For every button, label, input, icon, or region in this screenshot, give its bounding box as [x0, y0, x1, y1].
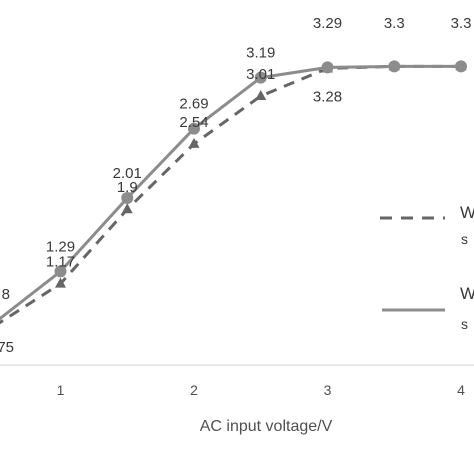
data-label: 1.29 — [46, 238, 75, 255]
data-label: 2.54 — [179, 114, 208, 131]
legend-label-dashed: W — [460, 203, 474, 222]
data-point-solid — [455, 60, 467, 73]
x-tick-label: 2 — [190, 382, 198, 398]
legend-label-solid: W — [460, 284, 474, 303]
legend-sub-solid: s — [461, 316, 468, 332]
data-label: 2.01 — [113, 165, 142, 182]
data-label: 75 — [0, 339, 14, 356]
data-label: 3.28 — [313, 88, 342, 105]
data-point-solid — [321, 61, 334, 74]
data-labels: 8 1.29 2.01 2.69 3.19 3.29 3.3 3.3 75 1.17 1.9 2.54… — [0, 15, 471, 356]
data-point-dashed — [188, 137, 200, 148]
data-label: 1.9 — [117, 179, 138, 196]
data-point-solid — [388, 60, 401, 73]
data-point-dashed — [121, 203, 133, 214]
x-axis-ticks: 1 2 3 4 — [57, 382, 466, 398]
x-tick-label: 1 — [57, 382, 65, 398]
data-label: 3.01 — [246, 66, 275, 83]
data-label: 3.19 — [246, 45, 275, 62]
data-label: 8 — [2, 286, 10, 303]
data-label: 3.3 — [384, 15, 405, 32]
series-line-dashed — [0, 64, 461, 325]
data-point-dashed — [255, 89, 267, 100]
legend: W s W s — [380, 203, 474, 332]
data-label: 3.29 — [313, 15, 342, 32]
data-point-solid — [54, 265, 67, 278]
data-label: 3.3 — [451, 15, 472, 32]
data-point-solid — [188, 122, 200, 135]
data-point-dashed — [55, 277, 66, 288]
data-label: 1.17 — [46, 254, 75, 271]
legend-sub-dashed: s — [461, 231, 468, 247]
x-tick-label: 3 — [324, 382, 332, 398]
x-tick-label: 4 — [457, 382, 465, 398]
x-axis-title: AC input voltage/V — [200, 418, 333, 435]
data-point-solid — [121, 191, 134, 204]
data-point-solid — [254, 71, 267, 84]
series-layer — [0, 60, 467, 325]
data-label: 2.69 — [179, 96, 208, 113]
series-line-solid — [0, 64, 461, 321]
